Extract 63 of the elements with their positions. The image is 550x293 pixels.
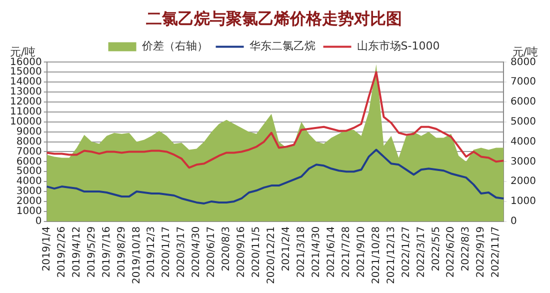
- y2-tick-label: 5000: [510, 116, 536, 128]
- x-tick-label: 2020/3/17: [176, 226, 188, 278]
- y2-tick-label: 0: [510, 216, 517, 227]
- legend-label: 山东市场S-1000: [356, 40, 440, 53]
- legend-label: 华东二氯乙烷: [249, 40, 316, 53]
- x-tick-label: 2022/3/17: [416, 226, 427, 278]
- x-tick-label: 2020/12/21: [266, 226, 278, 284]
- x-tick-label: 2020/8/3: [221, 226, 232, 272]
- y-tick-label: 7000: [16, 146, 42, 158]
- x-tick-label: 2021/3/18: [296, 226, 307, 278]
- y-tick-label: 1000: [16, 206, 42, 218]
- y2-axis-title: 元/吨: [512, 46, 538, 59]
- y-tick-label: 12000: [10, 96, 42, 108]
- y-tick-label: 10000: [10, 116, 42, 128]
- y2-tick-label: 8000: [510, 56, 536, 68]
- x-tick-label: 2019/2/26: [56, 226, 68, 278]
- x-tick-label: 2022/5/5: [430, 226, 442, 272]
- x-tick-label: 2019/8/29: [116, 226, 128, 278]
- y-tick-label: 11000: [10, 106, 42, 118]
- y-axis-title: 元/吨: [10, 46, 36, 59]
- x-tick-label: 2022/8/3: [460, 226, 472, 272]
- x-tick-label: 2019/1/4: [41, 226, 52, 272]
- x-tick-label: 2021/6/14: [326, 226, 337, 278]
- x-tick-label: 2019/7/16: [101, 226, 112, 278]
- x-tick-label: 2020/1/17: [161, 226, 172, 278]
- y2-tick-label: 3000: [510, 156, 536, 168]
- y2-tick-label: 1000: [510, 196, 536, 208]
- x-tick-label: 2022/6/20: [446, 226, 457, 278]
- y2-tick-label: 4000: [510, 136, 536, 148]
- y2-tick-label: 2000: [510, 176, 536, 188]
- x-tick-label: 2020/9/16: [236, 226, 248, 278]
- y-tick-label: 14000: [10, 76, 42, 88]
- y-tick-label: 9000: [16, 126, 42, 138]
- y-tick-label: 0: [35, 216, 42, 227]
- x-tick-label: 2019/4/12: [71, 226, 82, 278]
- x-tick-label: 2021/12/13: [386, 226, 397, 284]
- y-tick-label: 3000: [16, 186, 42, 198]
- y-tick-label: 6000: [16, 156, 42, 168]
- x-tick-label: 2021/4/30: [310, 226, 322, 278]
- y-tick-label: 16000: [10, 56, 42, 68]
- y-tick-label: 4000: [16, 176, 42, 188]
- y-tick-label: 15000: [10, 66, 42, 78]
- x-tick-label: 2019/10/18: [131, 226, 142, 284]
- y-tick-label: 2000: [16, 196, 42, 208]
- x-tick-label: 2022/11/7: [490, 226, 502, 278]
- x-tick-label: 2021/7/28: [340, 226, 352, 278]
- x-tick-label: 2021/2/4: [281, 226, 292, 272]
- x-tick-label: 2019/5/29: [86, 226, 98, 278]
- x-tick-label: 2020/4/30: [191, 226, 202, 278]
- y-tick-label: 13000: [10, 86, 42, 98]
- y-tick-label: 8000: [16, 136, 42, 148]
- chart-title: 二氯乙烷与聚氯乙烯价格走势对比图: [146, 8, 402, 28]
- x-tick-label: 2021/9/10: [356, 226, 367, 278]
- legend-label: 价差（右轴）: [140, 40, 208, 53]
- y2-tick-label: 7000: [510, 76, 536, 88]
- x-tick-label: 2019/12/3: [146, 226, 158, 278]
- x-tick-label: 2022/9/19: [476, 226, 487, 278]
- x-tick-label: 2020/6/17: [206, 226, 218, 278]
- x-tick-label: 2022/1/27: [400, 226, 412, 278]
- y-tick-label: 5000: [16, 166, 42, 178]
- x-tick-label: 2021/10/28: [370, 226, 382, 284]
- y2-tick-label: 6000: [510, 96, 536, 108]
- x-tick-label: 2020/11/5: [251, 226, 262, 278]
